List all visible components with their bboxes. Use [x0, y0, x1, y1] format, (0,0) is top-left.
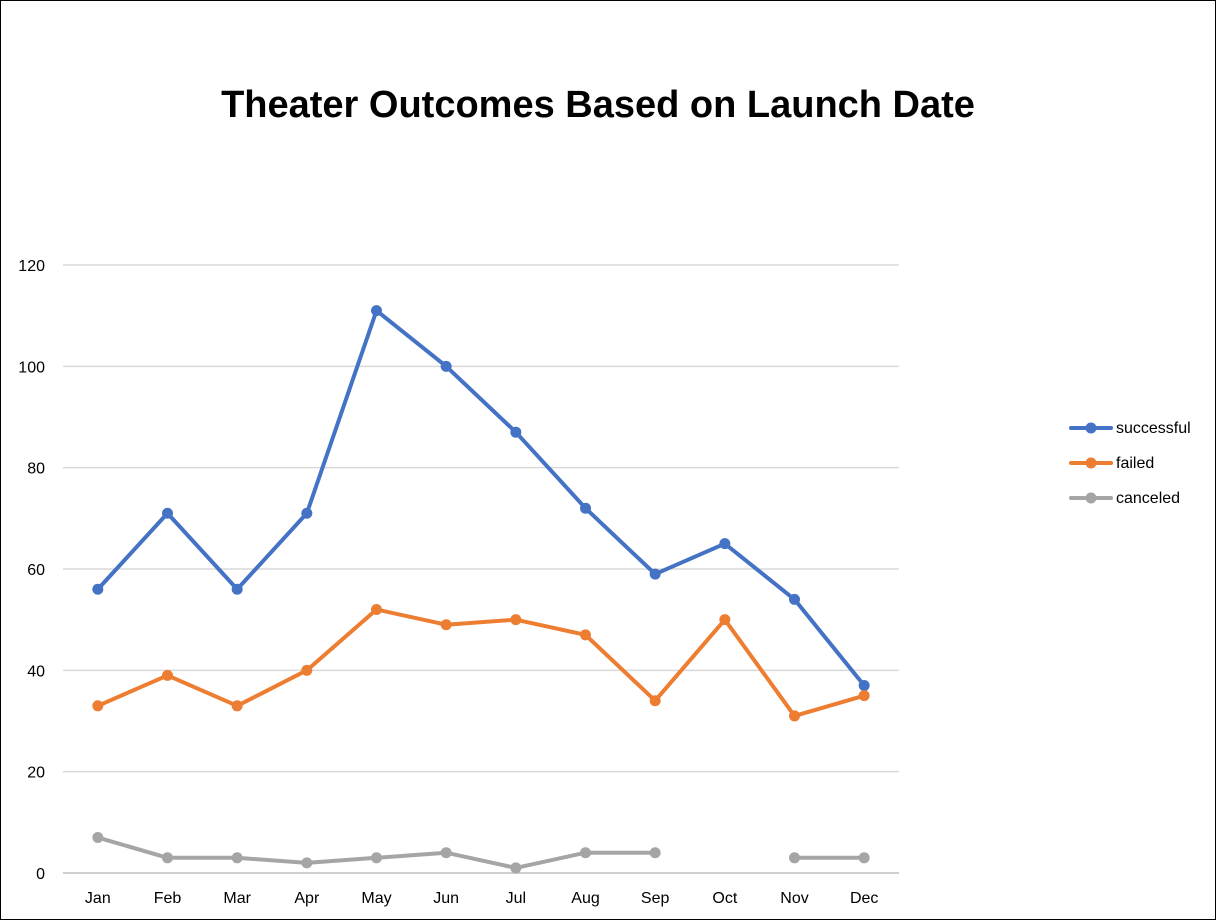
series-lines: [92, 305, 870, 874]
x-tick-label: Sep: [641, 890, 670, 907]
data-point-failed: [301, 664, 313, 676]
data-point-failed: [510, 614, 522, 626]
data-point-successful: [719, 538, 731, 550]
legend: successful failed canceled: [1069, 420, 1191, 507]
legend-label: canceled: [1116, 490, 1180, 507]
series-canceled: [92, 832, 870, 874]
legend-label: failed: [1116, 455, 1154, 472]
data-point-successful: [510, 426, 522, 438]
data-point-canceled: [649, 847, 661, 859]
series-line-successful: [95, 308, 867, 688]
data-point-canceled: [162, 852, 173, 864]
y-tick-label: 80: [27, 461, 45, 478]
x-tick-label: Dec: [850, 890, 878, 907]
x-tick-label: Apr: [294, 890, 320, 907]
data-point-failed: [371, 604, 382, 616]
data-point-failed: [580, 629, 591, 641]
y-tick-label: 0: [36, 866, 45, 883]
data-point-failed: [231, 700, 243, 712]
data-point-failed: [440, 619, 452, 631]
series-line-failed: [95, 607, 867, 718]
data-point-canceled: [440, 847, 452, 859]
data-point-failed: [162, 669, 173, 681]
data-point-canceled: [580, 847, 591, 859]
data-point-successful: [371, 305, 382, 317]
data-point-successful: [440, 360, 452, 372]
x-tick-label: May: [361, 890, 391, 907]
data-point-successful: [649, 568, 661, 580]
data-point-canceled: [92, 832, 104, 844]
x-tick-label: Jul: [506, 890, 526, 907]
x-tick-label: Feb: [154, 890, 182, 907]
x-tick-label: Jun: [433, 890, 459, 907]
data-point-canceled: [231, 852, 243, 864]
x-tick-label: Oct: [712, 890, 737, 907]
data-point-canceled: [371, 852, 382, 864]
data-point-canceled: [789, 852, 800, 864]
chart-title: Theater Outcomes Based on Launch Date: [221, 84, 975, 126]
legend-label: successful: [1116, 420, 1191, 437]
data-point-canceled: [858, 852, 870, 864]
data-point-failed: [789, 710, 800, 722]
gridlines: [63, 264, 899, 874]
data-point-successful: [231, 583, 243, 595]
y-tick-label: 100: [18, 359, 45, 376]
data-point-successful: [580, 502, 591, 514]
data-point-failed: [92, 700, 104, 712]
x-tick-label: Aug: [571, 890, 599, 907]
y-tick-label: 120: [18, 258, 45, 275]
y-tick-label: 60: [27, 562, 45, 579]
x-tick-label: Mar: [223, 890, 251, 907]
legend-item-successful: successful: [1069, 420, 1191, 437]
data-point-successful: [162, 507, 173, 519]
data-point-failed: [649, 695, 661, 707]
series-failed: [92, 604, 870, 722]
axes: 0 20 40 60 80 100 120 Jan Feb Mar Apr May Jun Jul Aug S…: [18, 258, 878, 907]
legend-item-canceled: canceled: [1069, 490, 1180, 507]
data-point-successful: [92, 583, 104, 595]
data-point-failed: [719, 614, 731, 626]
data-point-failed: [858, 690, 870, 702]
legend-item-failed: failed: [1069, 455, 1154, 472]
series-successful: [92, 305, 870, 692]
data-point-successful: [301, 507, 313, 519]
legend-marker: [1085, 492, 1097, 504]
data-point-canceled: [301, 857, 313, 869]
x-tick-label: Jan: [85, 890, 111, 907]
y-tick-label: 20: [27, 765, 45, 782]
y-tick-label: 40: [27, 663, 45, 680]
legend-marker: [1085, 457, 1097, 469]
data-point-successful: [858, 680, 870, 692]
data-point-successful: [789, 593, 800, 605]
data-point-canceled: [510, 862, 522, 874]
legend-marker: [1085, 422, 1097, 434]
x-tick-label: Nov: [780, 890, 808, 907]
